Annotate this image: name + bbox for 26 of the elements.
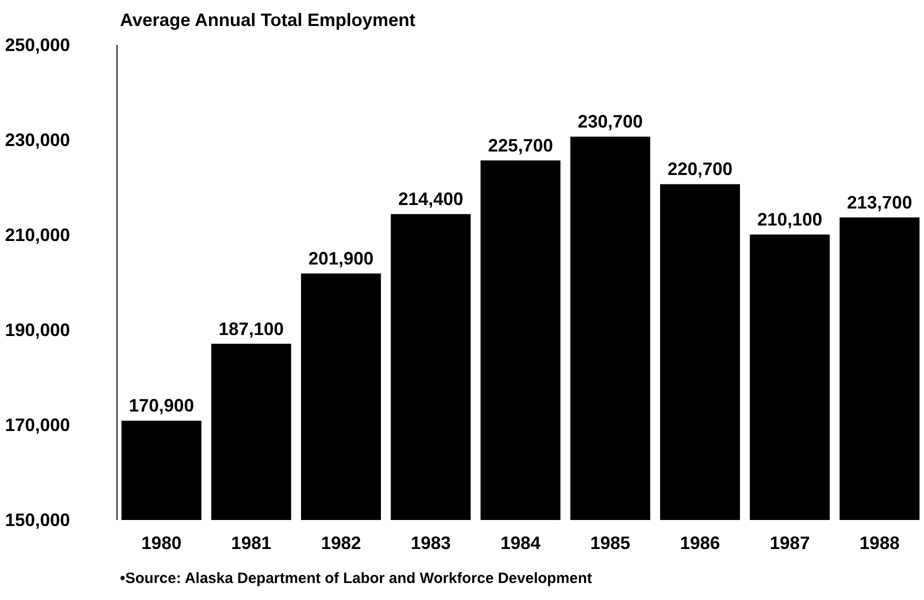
- y-tick-label: 210,000: [5, 224, 70, 245]
- x-tick-label: 1980: [141, 532, 182, 553]
- text: •Source: Alaska Department of Labor and Workforce Development: [120, 570, 592, 587]
- data-label: 213,700: [847, 192, 912, 212]
- data-label: 170,900: [128, 396, 194, 416]
- y-tick-label: 190,000: [5, 320, 70, 340]
- x-tick-label: 1988: [860, 532, 900, 553]
- data-label: 220,700: [667, 159, 733, 180]
- data-label: 225,700: [488, 135, 554, 156]
- x-tick-label: 1984: [500, 532, 541, 553]
- data-label: 187,100: [218, 318, 284, 339]
- x-tick-label: 1981: [231, 532, 272, 553]
- data-label: 214,400: [398, 189, 464, 210]
- y-tick-label: 230,000: [5, 130, 70, 150]
- data-label: 230,700: [578, 112, 643, 132]
- y-tick-label: 150,000: [5, 510, 70, 530]
- x-tick-label: 1987: [770, 532, 810, 553]
- x-tick-label: 1982: [320, 532, 361, 553]
- x-tick-label: 1986: [680, 532, 720, 553]
- x-tick-label: 1985: [590, 532, 630, 553]
- chart-title: Average Annual Total Employment: [120, 10, 416, 30]
- data-label: 201,900: [308, 248, 374, 268]
- data-label: 210,100: [757, 210, 822, 230]
- y-tick-label: 170,000: [5, 414, 70, 435]
- y-tick-label: 250,000: [5, 34, 70, 55]
- x-tick-label: 1983: [410, 532, 451, 553]
